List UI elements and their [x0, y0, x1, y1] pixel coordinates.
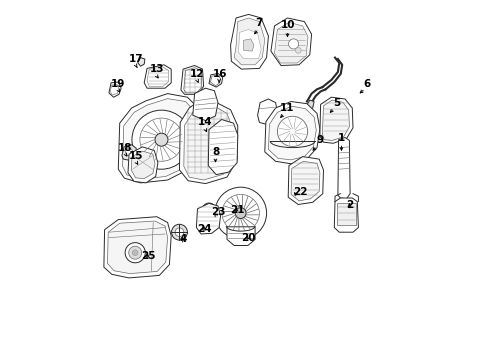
Polygon shape — [291, 161, 320, 201]
Circle shape — [132, 110, 191, 169]
Polygon shape — [107, 221, 168, 274]
Circle shape — [172, 224, 187, 240]
Circle shape — [289, 39, 298, 49]
Text: 17: 17 — [129, 54, 144, 64]
Polygon shape — [122, 145, 136, 160]
Polygon shape — [322, 100, 349, 140]
Polygon shape — [210, 75, 221, 86]
Text: 7: 7 — [256, 18, 263, 28]
Text: 21: 21 — [230, 204, 245, 215]
Polygon shape — [265, 102, 320, 164]
Polygon shape — [147, 67, 169, 86]
Circle shape — [129, 246, 142, 259]
Text: 24: 24 — [197, 224, 212, 234]
Text: 19: 19 — [111, 78, 125, 89]
Circle shape — [235, 208, 246, 219]
Text: 15: 15 — [129, 150, 144, 161]
Polygon shape — [118, 94, 202, 183]
Text: 16: 16 — [213, 69, 227, 79]
Polygon shape — [208, 120, 238, 175]
Polygon shape — [184, 106, 232, 180]
Polygon shape — [196, 203, 220, 234]
Circle shape — [125, 243, 145, 263]
Circle shape — [125, 148, 133, 156]
Polygon shape — [110, 85, 119, 95]
Polygon shape — [274, 22, 308, 63]
Text: 4: 4 — [179, 234, 186, 244]
Polygon shape — [320, 97, 353, 143]
Text: 18: 18 — [118, 143, 133, 153]
Polygon shape — [128, 147, 158, 183]
Polygon shape — [131, 151, 155, 179]
Circle shape — [205, 206, 213, 213]
Text: 5: 5 — [333, 98, 341, 108]
Circle shape — [222, 194, 259, 232]
Polygon shape — [288, 157, 323, 204]
Text: 23: 23 — [211, 207, 225, 217]
Circle shape — [155, 133, 168, 146]
Circle shape — [295, 48, 301, 53]
Text: 2: 2 — [346, 200, 353, 210]
Polygon shape — [334, 198, 358, 232]
Circle shape — [175, 228, 184, 237]
Polygon shape — [337, 203, 356, 225]
Text: 20: 20 — [241, 233, 255, 243]
Text: 11: 11 — [280, 103, 294, 113]
Text: 8: 8 — [213, 147, 220, 157]
Polygon shape — [104, 217, 171, 278]
Polygon shape — [269, 106, 316, 160]
Text: 6: 6 — [364, 78, 371, 89]
Circle shape — [202, 203, 216, 216]
Polygon shape — [227, 227, 255, 246]
Circle shape — [215, 187, 267, 239]
Text: 10: 10 — [281, 20, 295, 30]
Circle shape — [140, 118, 183, 161]
Polygon shape — [239, 30, 261, 58]
Polygon shape — [193, 88, 218, 121]
Polygon shape — [138, 58, 145, 66]
Polygon shape — [209, 73, 222, 87]
Text: 25: 25 — [141, 251, 156, 261]
Polygon shape — [231, 14, 269, 69]
Polygon shape — [109, 82, 121, 97]
Circle shape — [277, 116, 308, 147]
Text: 22: 22 — [294, 186, 308, 197]
Polygon shape — [234, 18, 265, 65]
Polygon shape — [258, 99, 277, 124]
Circle shape — [132, 250, 138, 256]
Text: 9: 9 — [317, 135, 323, 145]
Text: 13: 13 — [149, 64, 164, 74]
Polygon shape — [306, 100, 314, 110]
Polygon shape — [122, 99, 198, 179]
Polygon shape — [271, 18, 312, 66]
Polygon shape — [244, 39, 254, 51]
Polygon shape — [181, 66, 204, 94]
Text: 1: 1 — [338, 132, 345, 143]
Polygon shape — [338, 138, 350, 199]
Text: 12: 12 — [190, 69, 205, 79]
Polygon shape — [179, 102, 238, 184]
Text: 14: 14 — [198, 117, 213, 127]
Polygon shape — [144, 65, 171, 88]
